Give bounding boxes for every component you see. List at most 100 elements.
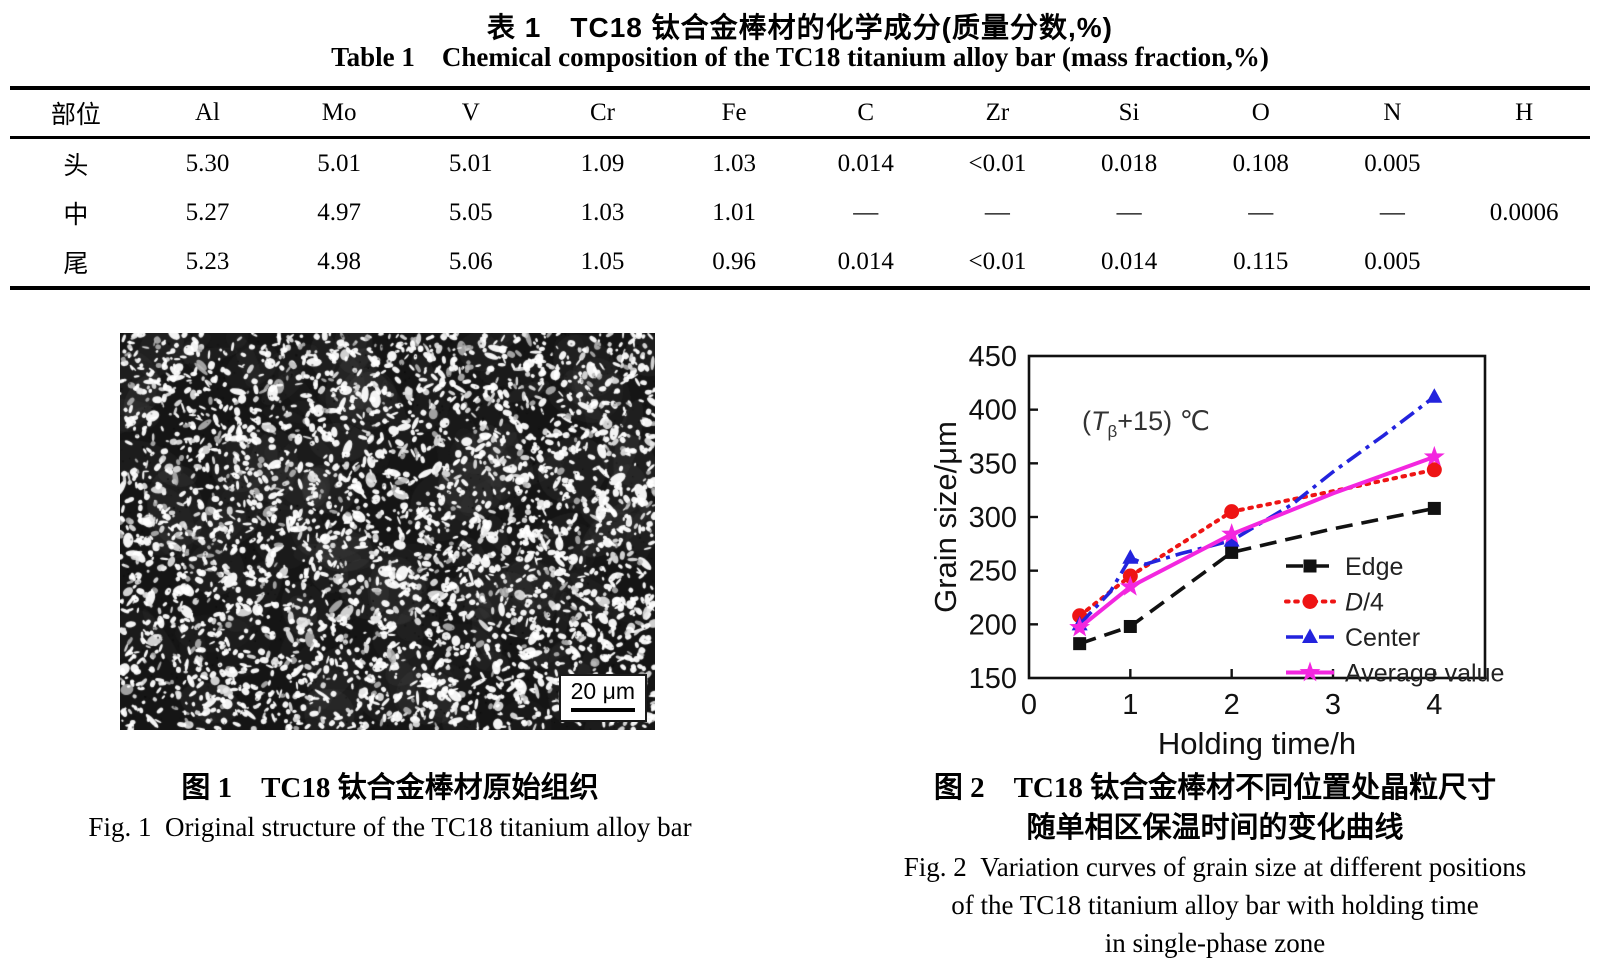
marker-star	[1299, 661, 1321, 682]
table-cell: 1.09	[580, 149, 625, 177]
table-cell: 尾	[63, 250, 89, 278]
table-cell: 0.005	[1364, 247, 1421, 275]
composition-table: 部位 Al Mo V Cr Fe C Zr Si O N H 头 5.30 5.01 5.01 1.09 1.0…	[10, 86, 1590, 290]
figure1-caption-zh: 图 1 TC18 钛合金棒材原始组织	[181, 772, 599, 804]
annotation-temperature: (Tβ​+15) ℃	[1082, 406, 1210, 441]
x-tick-label: 0	[1021, 689, 1037, 721]
table-cell: 1.05	[580, 247, 625, 275]
table-cell: 0.014	[837, 149, 894, 177]
marker-square	[1123, 619, 1137, 633]
scale-bar-label: 20 μm	[570, 678, 635, 704]
table-cell: —	[1116, 198, 1142, 226]
scale-bar-line	[570, 708, 635, 712]
table-cell: 5.06	[448, 247, 493, 275]
y-tick-label: 450	[969, 341, 1017, 373]
table-cell: 4.98	[317, 247, 362, 275]
column-header: Zr	[931, 88, 1064, 139]
table-cell: 0.014	[1100, 247, 1158, 275]
column-header: Al	[141, 88, 274, 139]
marker-star	[1119, 575, 1141, 596]
series-d-4	[1072, 462, 1442, 624]
marker-square	[1073, 637, 1087, 651]
figure1-micrograph: 20 μm	[120, 333, 655, 730]
marker-triangle	[1223, 532, 1240, 547]
table-cell: 中	[63, 201, 89, 229]
composition-table-head: 部位 Al Mo V Cr Fe C Zr Si O N H	[10, 88, 1590, 139]
column-header: Si	[1063, 88, 1195, 139]
table-cell: —	[1379, 198, 1405, 226]
table-cell: 5.30	[185, 149, 230, 177]
table-cell: 0.0006	[1489, 198, 1559, 226]
table-cell: 1.01	[712, 198, 756, 226]
table-cell: 1.03	[580, 198, 625, 226]
column-header: O	[1194, 88, 1327, 139]
figure1-caption-en: Fig. 1 Original structure of the TC18 ti…	[88, 812, 692, 842]
column-header: 部位	[10, 88, 142, 139]
table-cell: 0.005	[1364, 149, 1421, 177]
legend-entry: Center	[1286, 624, 1420, 652]
table-cell: 0.014	[837, 247, 894, 275]
legend-entry: D/4	[1284, 589, 1384, 617]
figure2-caption-en-line3: in single-phase zone	[1104, 928, 1326, 958]
table-cell: 头	[63, 152, 89, 180]
y-axis-label: Grain size/μm	[930, 421, 963, 613]
legend-label: Average value	[1345, 660, 1504, 688]
micrograph-image	[120, 333, 655, 730]
marker-circle	[1224, 504, 1240, 520]
marker-star	[1221, 523, 1243, 544]
marker-square	[1303, 559, 1317, 573]
series-average-value	[1069, 445, 1445, 637]
series-line	[1079, 506, 1435, 646]
legend: Edge D/4 Center Average value	[1284, 553, 1504, 688]
series-line	[1078, 395, 1436, 626]
legend-label: Edge	[1345, 553, 1403, 581]
table-cell	[1458, 237, 1590, 288]
table-cell: 1.03	[712, 149, 756, 177]
x-tick-label: 2	[1224, 689, 1240, 721]
figure2-caption-zh-line2: 随单相区保温时间的变化曲线	[1026, 812, 1404, 844]
x-tick-label: 4	[1426, 689, 1442, 721]
series-edge	[1073, 501, 1441, 651]
table-cell: —	[1248, 198, 1274, 226]
marker-circle	[1302, 594, 1318, 609]
figure2-caption: 图 2 TC18 钛合金棒材不同位置处晶粒尺寸 随单相区保温时间的变化曲线 Fi…	[830, 768, 1600, 962]
marker-square	[1225, 545, 1239, 559]
y-tick-label: 150	[969, 663, 1017, 695]
table-cell: 5.27	[185, 198, 230, 226]
y-tick-label: 200	[969, 609, 1017, 641]
table-cell: 0.115	[1233, 247, 1289, 275]
figure1-caption: 图 1 TC18 钛合金棒材原始组织 Fig. 1 Original struc…	[30, 768, 750, 846]
marker-triangle	[1122, 549, 1139, 564]
x-tick-label: 1	[1122, 689, 1138, 721]
table-cell: <0.01	[968, 149, 1027, 177]
figure2-caption-en-line2: of the TC18 titanium alloy bar with hold…	[951, 890, 1479, 920]
column-header: Cr	[536, 88, 669, 139]
table-cell: 5.01	[317, 149, 362, 177]
marker-star	[1069, 616, 1091, 637]
table-cell: 5.05	[448, 198, 493, 226]
marker-triangle	[1302, 628, 1318, 643]
marker-triangle	[1426, 388, 1443, 403]
y-tick-label: 400	[969, 395, 1017, 427]
legend-entry: Average value	[1286, 660, 1504, 688]
marker-star	[1423, 445, 1445, 466]
scale-bar: 20 μm	[558, 674, 647, 722]
table-title-en: Table 1 Chemical composition of the TC18…	[331, 42, 1269, 72]
column-header: V	[404, 88, 537, 139]
column-header: Mo	[273, 88, 405, 139]
legend-label: D/4	[1345, 589, 1384, 617]
x-tick-label: 3	[1325, 689, 1341, 721]
y-tick-label: 300	[969, 502, 1017, 534]
composition-table-body: 头 5.30 5.01 5.01 1.09 1.03 0.014 <0.01 0.018 0.10…	[10, 138, 1590, 289]
table-cell: 0.018	[1100, 149, 1158, 177]
figure2-caption-zh-line1: 图 2 TC18 钛合金棒材不同位置处晶粒尺寸	[933, 772, 1497, 804]
table-cell	[1458, 138, 1590, 189]
grain-size-chart: 150 200 250 300 350 400 450 0 1 2 3 4 Holding time/h…	[930, 341, 1504, 760]
figure2-caption-en-line1: Fig. 2 Variation curves of grain size at…	[903, 852, 1527, 882]
table-row: 头 5.30 5.01 5.01 1.09 1.03 0.014 <0.01 0.018 0.10…	[10, 138, 1590, 189]
table-cell: <0.01	[968, 247, 1027, 275]
table-row: 尾 5.23 4.98 5.06 1.05 0.96 0.014 <0.01 0.014 0.11…	[10, 237, 1590, 288]
y-tick-label: 250	[969, 556, 1017, 588]
marker-square	[1427, 501, 1441, 515]
table-cell: 5.23	[185, 247, 230, 275]
